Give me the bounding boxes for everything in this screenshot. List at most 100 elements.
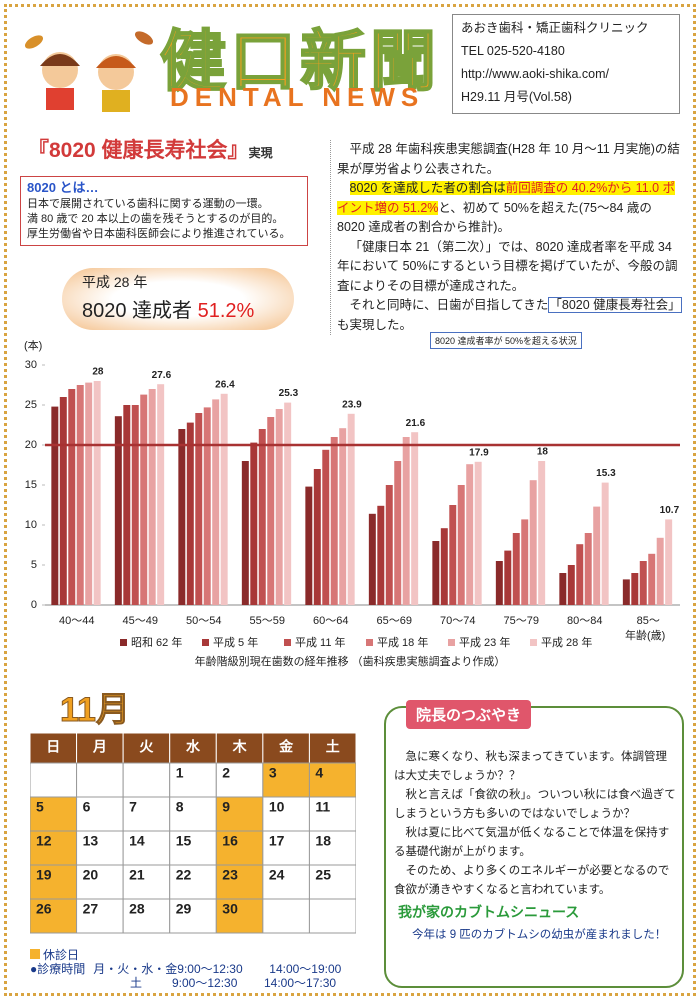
column-paragraph: 秋と言えば「食欲の秋」。ついつい秋には食べ過ぎてしまうという方も多いのではないで… <box>394 789 676 820</box>
y-tick-label: 30 <box>25 359 37 371</box>
bar <box>394 461 402 605</box>
bar <box>148 389 156 605</box>
day: 5 <box>36 799 44 815</box>
text-segment: 「健康日本 21（第二次）」では、8020 達成者率を平成 34 年において 5… <box>337 239 678 293</box>
bar <box>330 437 338 605</box>
data-label: 21.6 <box>406 418 426 429</box>
bar <box>385 485 393 605</box>
bar <box>76 385 84 605</box>
title: 健口新聞 <box>159 23 440 99</box>
headline-text: 『8020 健康長寿社会』 <box>28 139 249 162</box>
legend-swatch <box>284 639 291 646</box>
hours-days: 土 <box>130 976 143 990</box>
hours-days: 月・火・水・金 <box>93 962 178 976</box>
day-cell <box>76 830 124 866</box>
weekday: 月 <box>92 739 107 755</box>
day: 4 <box>315 765 323 781</box>
bar <box>195 413 203 605</box>
day: 3 <box>269 765 277 781</box>
url[interactable]: http://www.aoki-shika.com/ <box>461 67 609 81</box>
bar <box>347 413 355 605</box>
data-label: 23.9 <box>342 399 362 410</box>
legend-label: 平成 18 年 <box>377 635 428 649</box>
day: 2 <box>222 765 230 781</box>
data-label: 10.7 <box>660 505 680 516</box>
bar <box>258 429 266 605</box>
badge-value: 51.2% <box>197 300 255 322</box>
x-tick-label: 65～69 <box>377 615 412 627</box>
month: 11月 <box>60 691 131 730</box>
day: 9 <box>222 799 230 815</box>
subtitle: DENTAL NEWS <box>170 82 425 112</box>
legend-swatch <box>366 639 373 646</box>
bar <box>131 405 139 605</box>
x-axis-label: 年齢(歳) <box>625 628 665 642</box>
box-title: 8020 とは… <box>27 180 99 195</box>
legend-label: 平成 11 年 <box>295 635 346 649</box>
bar <box>449 505 457 605</box>
day: 6 <box>83 799 91 815</box>
text-segment: と、初めて 50%を超えた(75～84 歳の 8020 達成者の割合から推計)。 <box>337 200 652 235</box>
bar <box>377 505 385 605</box>
text-segment: 「8020 健康長寿社会」 <box>548 297 682 313</box>
day: 11 <box>315 799 330 815</box>
x-tick-label: 70～74 <box>440 615 475 627</box>
clinic-name: あおき歯科・矯正歯科クリニック <box>461 21 649 35</box>
day-cell <box>215 830 264 866</box>
text-segment: 8020 を達成した者の割合は <box>349 181 506 195</box>
day-cell <box>30 762 78 798</box>
bar <box>305 486 313 605</box>
day-cell <box>262 830 310 866</box>
bar <box>123 405 131 605</box>
day: 29 <box>176 901 192 917</box>
box-line: 日本で展開されている歯科に関する運動の一環。 <box>27 198 269 210</box>
day: 12 <box>36 833 52 849</box>
bar <box>85 382 93 605</box>
weekday-cell <box>122 733 171 764</box>
day: 7 <box>129 799 137 815</box>
day: 8 <box>176 799 184 815</box>
data-label: 15.3 <box>596 468 616 479</box>
bar <box>440 528 448 605</box>
weekday: 金 <box>278 739 294 755</box>
day: 22 <box>176 867 192 883</box>
y-tick-label: 0 <box>31 599 37 611</box>
legend-swatch <box>120 639 127 646</box>
bar <box>368 513 376 605</box>
hours-am: 9:00～12:30 <box>172 976 238 990</box>
bar <box>466 464 474 605</box>
y-tick-label: 15 <box>25 479 37 491</box>
bar <box>665 519 673 605</box>
day: 25 <box>315 867 331 883</box>
data-label: 28 <box>92 367 104 378</box>
bar <box>495 561 503 605</box>
bar <box>178 429 186 605</box>
legend-text: 休診日 <box>43 948 80 962</box>
bar <box>521 519 529 605</box>
calendar: 日月火水木金土1 2 3 45 6 7 8 9 10 1112 13 14 15 16 17 1819 20 21… <box>30 733 356 934</box>
day: 10 <box>269 799 285 815</box>
x-tick-label: 45～49 <box>123 615 158 627</box>
weekday: 火 <box>139 739 154 755</box>
bar <box>93 381 101 605</box>
day: 16 <box>222 833 238 849</box>
x-tick-label: 40～44 <box>59 615 94 627</box>
day-cell <box>215 864 264 900</box>
hours-row: ●診療時間 月・火・水・金9:00～12:30 14:00～19:00 <box>30 962 341 976</box>
data-label: 17.9 <box>469 447 489 458</box>
bar <box>220 393 228 605</box>
bar <box>322 449 330 605</box>
legend-label: 平成 23 年 <box>459 635 510 649</box>
bar <box>402 437 410 605</box>
paragraph: 「健康日本 21（第二次）」では、8020 達成者率を平成 34 年において 5… <box>337 238 682 297</box>
chart: (本) 年齢(歳) 年齢階級別現在歯数の経年推移 （歯科疾患実態調査より作成） … <box>24 340 680 668</box>
hours-pm: 14:00～17:30 <box>264 976 337 990</box>
bar <box>639 561 647 605</box>
day-cell <box>308 898 356 934</box>
x-tick-label: 50～54 <box>186 615 221 627</box>
weekday: 土 <box>326 739 340 755</box>
day: 18 <box>315 833 331 849</box>
bar <box>656 537 664 605</box>
bar <box>512 533 520 605</box>
bar <box>584 533 592 605</box>
